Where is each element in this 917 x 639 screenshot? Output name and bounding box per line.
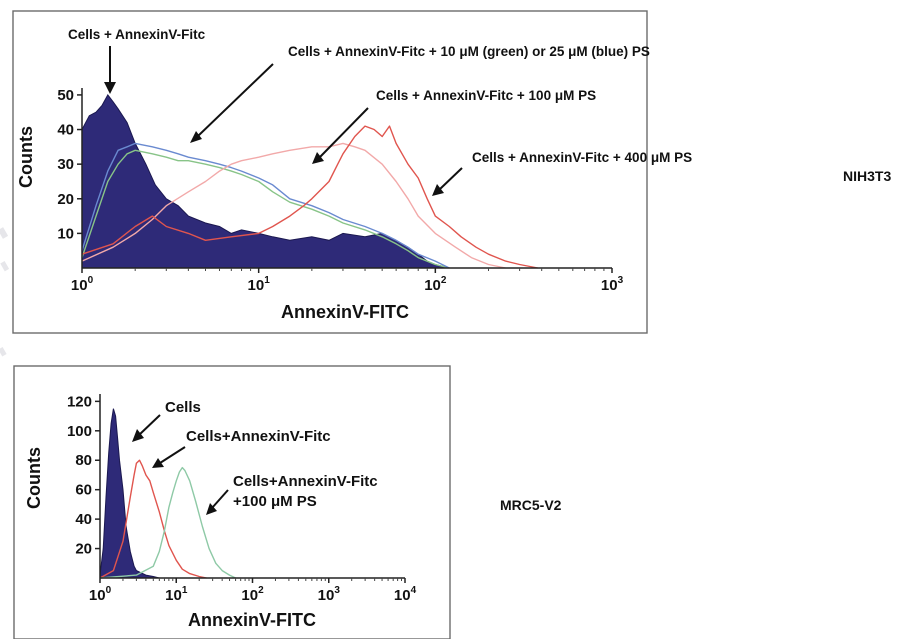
x-tick-label: 100 xyxy=(89,585,112,604)
arrow-line xyxy=(319,107,369,158)
y-tick-label: 80 xyxy=(75,452,92,469)
arrow-line xyxy=(197,63,274,137)
annotation-400um-ps: Cells + AnnexinV-Fitc + 400 μM PS xyxy=(472,150,692,165)
arrow-head xyxy=(104,82,116,94)
arrow-line xyxy=(138,414,161,436)
nih3t3-arrows xyxy=(104,46,463,196)
arrow-head xyxy=(206,503,217,515)
annotation-100um-ps: +100 μM PS xyxy=(233,493,317,510)
nih3t3-y-ticks: 10 20 30 40 50 xyxy=(57,87,82,242)
mrc5-cells-fill xyxy=(99,408,160,579)
edge-watermark xyxy=(0,227,10,357)
mrc5-x-ticks: 100 101 102 103 104 xyxy=(89,578,417,604)
mrc5-cells-annexin-line xyxy=(99,459,207,579)
annotation-cells: Cells xyxy=(165,399,201,416)
nih3t3-y-axis-label: Counts xyxy=(16,126,36,188)
arrow-line xyxy=(439,167,463,190)
x-tick-label: 100 xyxy=(71,275,94,294)
y-tick-label: 30 xyxy=(57,156,74,173)
x-tick-label: 102 xyxy=(424,275,447,294)
y-tick-label: 100 xyxy=(67,423,92,440)
arrow-head xyxy=(132,429,144,442)
arrow-head xyxy=(432,184,444,196)
y-tick-label: 120 xyxy=(67,393,92,410)
annotation-cells-annexin: Cells+AnnexinV-Fitc xyxy=(186,428,331,445)
annotation-cells-annexin: Cells + AnnexinV-Fitc xyxy=(68,27,206,42)
y-tick-label: 40 xyxy=(57,122,74,139)
nih3t3-pink-100um-line xyxy=(81,142,506,269)
nih3t3-x-axis-label: AnnexinV-FITC xyxy=(281,302,409,322)
x-tick-label: 103 xyxy=(318,585,341,604)
cell-line-label-mrc5-v2: MRC5-V2 xyxy=(500,497,562,513)
annotation-cells-annexin-ps: Cells+AnnexinV-Fitc xyxy=(233,473,378,490)
watermark-fragment xyxy=(0,347,7,357)
x-tick-label: 102 xyxy=(241,585,264,604)
cell-line-label-nih3t3: NIH3T3 xyxy=(843,168,891,184)
x-tick-label: 104 xyxy=(394,585,417,604)
mrc5-series-group xyxy=(99,408,236,579)
x-tick-label: 103 xyxy=(601,275,624,294)
y-tick-label: 20 xyxy=(75,541,92,558)
nih3t3-green-10um-line xyxy=(81,149,450,269)
annotation-10-25um-ps: Cells + AnnexinV-Fitc + 10 μM (green) or… xyxy=(288,44,650,59)
nih3t3-red-400um-line xyxy=(81,125,538,269)
arrow-head xyxy=(190,131,202,143)
x-tick-label: 101 xyxy=(248,275,271,294)
y-tick-label: 60 xyxy=(75,482,92,499)
mrc5-panel: 20 40 60 80 100 120 100 101 102 103 104 Counts An… xyxy=(13,365,451,639)
nih3t3-panel: 10 20 30 40 50 100 101 102 103 Counts AnnexinV-… xyxy=(12,10,692,334)
watermark-fragment xyxy=(0,261,10,272)
watermark-fragment xyxy=(0,227,9,239)
mrc5-cells-annexin-100um-ps-line xyxy=(99,466,236,579)
y-tick-label: 20 xyxy=(57,191,74,208)
y-tick-label: 40 xyxy=(75,511,92,528)
arrow-line xyxy=(211,489,229,509)
x-tick-label: 101 xyxy=(165,585,188,604)
y-tick-label: 50 xyxy=(57,87,74,104)
mrc5-y-axis-label: Counts xyxy=(24,447,44,509)
nih3t3-x-ticks: 100 101 102 103 xyxy=(71,268,624,294)
nih3t3-series-group xyxy=(81,93,538,269)
mrc5-arrows xyxy=(132,414,229,515)
arrow-head xyxy=(312,152,324,164)
mrc5-panel-frame xyxy=(13,365,451,639)
arrow-head xyxy=(152,458,164,468)
annotation-100um-ps: Cells + AnnexinV-Fitc + 100 μM PS xyxy=(376,88,596,103)
y-tick-label: 10 xyxy=(57,225,74,242)
nih3t3-blue-25um-line xyxy=(81,142,450,269)
arrow-line xyxy=(159,446,186,464)
mrc5-x-axis-label: AnnexinV-FITC xyxy=(188,610,316,630)
mrc5-y-ticks: 20 40 60 80 100 120 xyxy=(67,393,100,558)
